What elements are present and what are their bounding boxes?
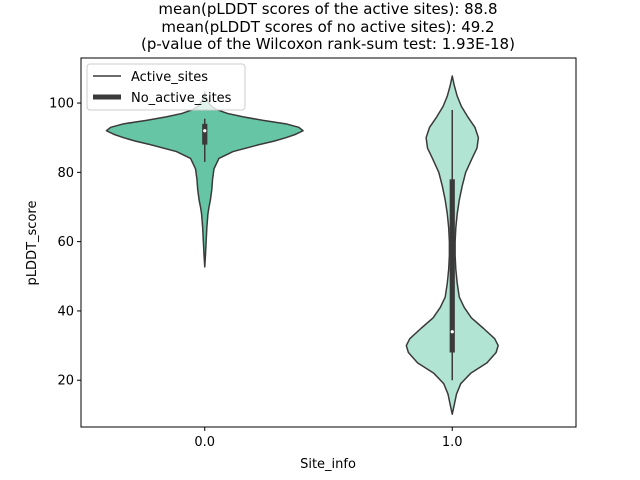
y-tick-label: 40 bbox=[57, 304, 74, 319]
violin-median-0.0 bbox=[203, 129, 207, 133]
violins-layer bbox=[105, 75, 499, 415]
y-axis-label: pLDDT_score bbox=[25, 201, 40, 286]
x-tick-label: 0.0 bbox=[194, 435, 215, 450]
x-axis-label: Site_info bbox=[300, 457, 356, 472]
y-tick-label: 20 bbox=[57, 374, 74, 389]
chart-title: mean(pLDDT scores of the active sites): … bbox=[141, 0, 515, 53]
y-tick-label: 60 bbox=[57, 235, 74, 250]
x-axis: 0.0 1.0 bbox=[194, 427, 463, 450]
y-tick-label: 100 bbox=[49, 97, 74, 112]
legend-label-active-sites: Active_sites bbox=[131, 70, 208, 85]
y-axis: 20 40 60 80 100 bbox=[49, 97, 81, 389]
violin-iqr-box-0.0 bbox=[202, 123, 208, 145]
title-line-2: mean(pLDDT scores of no active sites): 4… bbox=[161, 18, 494, 36]
violin-iqr-box-1.0 bbox=[449, 179, 455, 353]
legend: Active_sites No_active_sites bbox=[86, 63, 246, 111]
legend-label-no-active-sites: No_active_sites bbox=[131, 91, 232, 106]
plot-frame bbox=[80, 57, 577, 428]
title-line-1: mean(pLDDT scores of the active sites): … bbox=[158, 0, 497, 18]
legend-box bbox=[86, 63, 246, 111]
violin-median-1.0 bbox=[450, 330, 454, 334]
y-tick-label: 80 bbox=[57, 166, 74, 181]
x-tick-label: 1.0 bbox=[442, 435, 463, 450]
title-line-3: (p-value of the Wilcoxon rank-sum test: … bbox=[141, 35, 515, 53]
violin-body-0.0 bbox=[105, 91, 304, 268]
